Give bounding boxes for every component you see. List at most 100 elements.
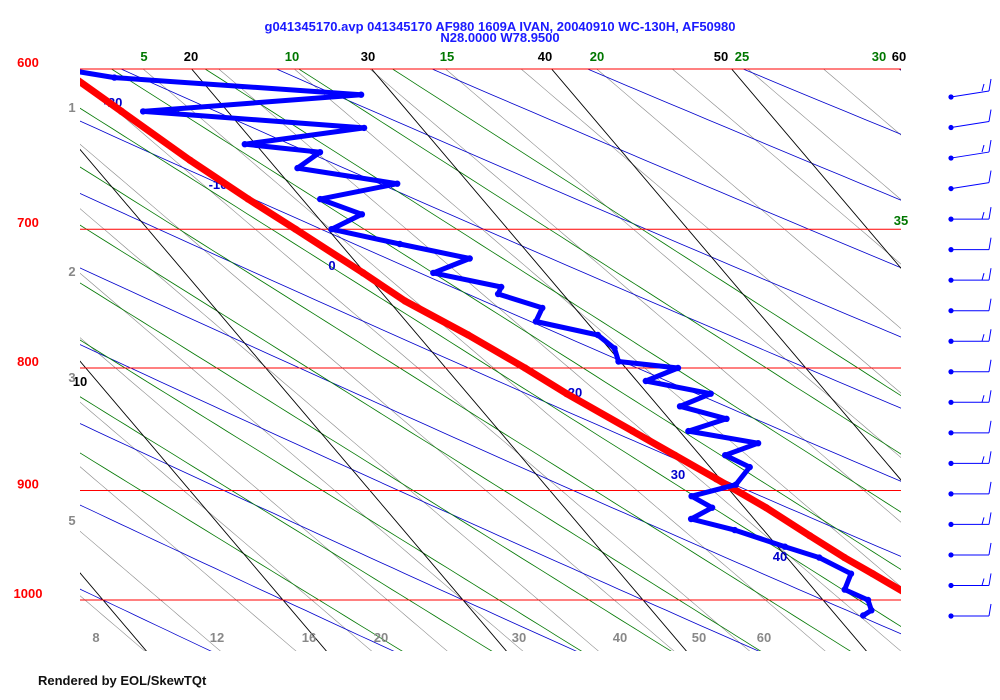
isotherm-label: 20: [184, 49, 198, 64]
temperature-trace-point: [762, 504, 770, 512]
mixing-ratio-line: [520, 69, 901, 394]
wind-barbs: [948, 78, 992, 619]
dewpoint-trace-point: [864, 596, 872, 604]
mixing-ratio-label: 1: [68, 100, 75, 115]
wind-barb: [948, 109, 992, 131]
mixing-ratio-line: [80, 208, 599, 651]
dewpoint-trace-point: [394, 180, 401, 187]
dewpoint-trace-point: [688, 493, 695, 500]
wind-barb: [948, 329, 992, 344]
wind-barb: [948, 170, 992, 192]
mixing-ratio-label: 50: [692, 630, 706, 645]
dewpoint-trace-point: [732, 481, 739, 488]
wind-barb: [948, 420, 992, 436]
dry-adiabat-line: [120, 69, 901, 409]
dewpoint-trace-point: [781, 543, 789, 550]
isotherm-line: [551, 69, 901, 481]
mixing-ratio-label: 3: [68, 370, 75, 385]
dry-adiabat-line: [897, 69, 901, 71]
moist-adiabat-line: [80, 224, 762, 651]
dewpoint-trace-point: [708, 504, 716, 511]
mixing-ratio-label: 12: [210, 630, 224, 645]
temperature-trace-point: [117, 107, 126, 115]
mixing-ratio-line: [445, 69, 901, 459]
temperature-trace-point: [521, 364, 529, 372]
wind-barb: [948, 298, 992, 314]
dry-adiabat-line: [80, 423, 577, 651]
wind-barb: [948, 237, 992, 253]
mixing-ratio-line: [142, 69, 826, 651]
dewpoint-trace-point: [816, 554, 823, 561]
dewpoint-trace-point: [294, 164, 301, 172]
dewpoint-trace-point: [676, 403, 684, 410]
isotherm-line: [80, 572, 147, 651]
dry-adiabat-line: [80, 120, 901, 482]
dry-adiabat-line: [275, 69, 901, 338]
dewpoint-trace-point: [317, 195, 324, 203]
dry-adiabat-line: [967, 34, 1000, 690]
moist-adiabat-line: [80, 166, 851, 651]
dry-adiabat-line: [80, 588, 212, 651]
moist-adiabat-label: 5: [140, 49, 147, 64]
wind-barb: [948, 268, 992, 283]
dry-adiabat-label: 40: [773, 549, 787, 564]
dewpoint-trace-point: [687, 515, 695, 523]
dewpoint-trace-point: [396, 240, 403, 248]
pressure-label: 1000: [14, 586, 43, 601]
dewpoint-trace-point: [494, 290, 502, 298]
dewpoint-trace-point: [139, 108, 147, 115]
moist-adiabat-line: [298, 69, 901, 455]
mixing-ratio-line: [218, 69, 901, 651]
pressure-label: 600: [17, 55, 39, 70]
dewpoint-trace-point: [611, 345, 618, 352]
dewpoint-trace-point: [532, 318, 540, 325]
mixing-ratio-label: 30: [512, 630, 526, 645]
temperature-trace-point: [186, 156, 194, 164]
moist-adiabat-line: [80, 282, 672, 651]
dewpoint-trace-point: [358, 211, 366, 218]
dewpoint-trace-point: [707, 390, 714, 397]
moist-adiabat-label: 25: [735, 49, 749, 64]
dewpoint-trace-point: [360, 124, 368, 132]
dewpoint-trace: [80, 69, 874, 618]
moist-adiabat-line: [80, 396, 493, 651]
dewpoint-trace-point: [754, 440, 762, 447]
dry-adiabat-line: [80, 192, 901, 557]
isotherm-label: 40: [538, 49, 552, 64]
dry-adiabat-line: [742, 69, 901, 135]
dewpoint-trace-point: [111, 74, 118, 81]
mixing-ratio-label: 20: [374, 630, 388, 645]
temperature-trace-point: [712, 475, 721, 483]
temperature-trace-point: [806, 532, 814, 540]
temperature-trace-point: [244, 195, 252, 203]
dry-adiabat-line: [431, 69, 901, 269]
isotherm-line: [80, 360, 327, 651]
mixing-ratio-line: [80, 143, 675, 651]
mixing-ratio-line: [80, 401, 373, 651]
temperature-trace: [80, 77, 901, 595]
moist-adiabat-line: [110, 69, 901, 570]
isotherm-line: [731, 69, 901, 269]
wind-barb: [948, 481, 992, 497]
moist-adiabats: [80, 69, 901, 651]
dewpoint-trace-point: [466, 255, 473, 262]
mixing-ratio-line: [80, 79, 751, 651]
temperature-trace-point: [359, 269, 367, 277]
dewpoint-trace-point: [746, 463, 753, 471]
moist-adiabat-label: 10: [285, 49, 299, 64]
mixing-ratio-line: [671, 69, 901, 265]
dewpoint-trace-point: [59, 66, 65, 72]
wind-barb: [948, 207, 992, 222]
dry-adiabat-line: [586, 69, 901, 201]
mixing-ratio-line: [596, 69, 901, 330]
dewpoint-trace-point: [498, 283, 505, 291]
mixing-ratio-label: 60: [757, 630, 771, 645]
temperature-trace-point: [905, 591, 912, 598]
wind-barb: [948, 512, 992, 528]
mixing-ratio-line: [80, 272, 524, 651]
dewpoint-trace-point: [723, 415, 730, 422]
wind-barb: [948, 573, 992, 589]
moist-adiabat-line: [80, 339, 583, 651]
isotherm-line: [80, 148, 507, 651]
